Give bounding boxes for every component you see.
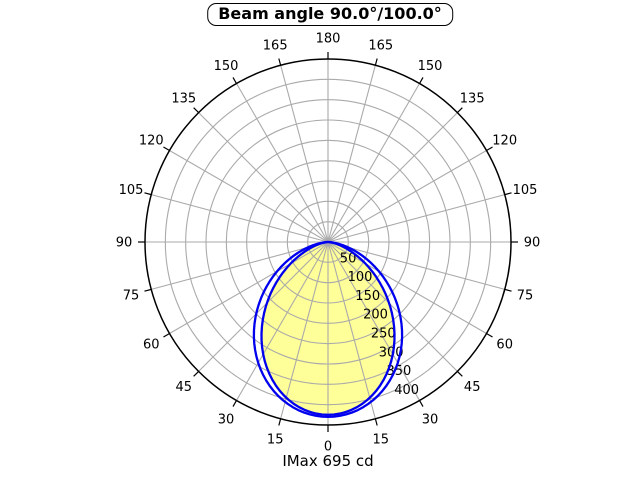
chart-title: Beam angle 90.0°/100.0° — [207, 3, 453, 26]
grid-spoke — [327, 241, 420, 401]
grid-spoke — [327, 112, 458, 243]
angle-tick — [418, 400, 424, 407]
r-label: 50 — [340, 251, 357, 266]
grid-spoke — [327, 241, 505, 290]
grid-spoke — [327, 241, 376, 419]
r-label: 200 — [363, 308, 388, 323]
angle-tick — [163, 146, 170, 152]
grid-spoke — [169, 241, 329, 334]
angle-tick — [504, 288, 512, 292]
grid-spoke — [327, 241, 487, 334]
angle-label: 45 — [464, 380, 481, 395]
angle-label: 60 — [143, 338, 160, 353]
r-label: 100 — [348, 270, 373, 285]
grid-spoke — [198, 112, 329, 243]
beam-curve — [260, 240, 396, 416]
grid-spoke — [236, 83, 329, 243]
r-label: 300 — [379, 345, 404, 360]
angle-tick — [456, 370, 463, 377]
grid-spoke — [327, 83, 420, 243]
grid-spoke — [236, 241, 329, 401]
angle-label: 30 — [218, 412, 235, 427]
imax-caption: IMax 695 cd — [282, 452, 374, 470]
angle-label: 150 — [418, 59, 443, 74]
angle-label: 0 — [324, 440, 332, 455]
grid-spoke — [327, 241, 458, 372]
angle-label: 60 — [496, 338, 513, 353]
grid-spoke — [327, 194, 505, 243]
angle-label: 180 — [316, 32, 341, 47]
angle-tick — [193, 370, 200, 377]
angle-label: 150 — [214, 59, 239, 74]
grid-spoke — [327, 65, 376, 243]
angle-label: 90 — [524, 236, 541, 251]
angle-tick — [144, 192, 152, 196]
angle-label: 90 — [116, 236, 133, 251]
angle-label: 165 — [263, 39, 288, 54]
grid-spoke — [327, 150, 487, 243]
angle-tick — [486, 332, 493, 338]
angle-tick — [232, 400, 238, 407]
angle-tick — [418, 77, 424, 84]
angle-label: 120 — [139, 134, 164, 149]
grid-spoke — [151, 194, 329, 243]
angle-label: 15 — [373, 433, 390, 448]
grid-spoke — [169, 150, 329, 243]
angle-label: 135 — [460, 91, 485, 106]
angle-label: 75 — [123, 288, 140, 303]
r-label: 150 — [355, 289, 380, 304]
angle-label: 105 — [119, 183, 144, 198]
grid-spoke — [151, 241, 329, 290]
angle-tick — [486, 146, 493, 152]
angle-label: 75 — [517, 288, 534, 303]
grid-spoke — [280, 65, 329, 243]
angle-tick — [144, 288, 152, 292]
angle-tick — [278, 418, 282, 426]
angle-label: 165 — [368, 39, 393, 54]
r-label: 250 — [371, 326, 396, 341]
angle-tick — [374, 418, 378, 426]
angle-label: 30 — [422, 412, 439, 427]
r-label: 400 — [394, 383, 419, 398]
angle-tick — [456, 107, 463, 114]
angle-tick — [374, 58, 378, 66]
angle-tick — [163, 332, 170, 338]
angle-tick — [504, 192, 512, 196]
angle-tick — [278, 58, 282, 66]
grid-spoke — [198, 241, 329, 372]
angle-label: 15 — [267, 433, 284, 448]
angle-label: 45 — [176, 380, 193, 395]
angle-tick — [193, 107, 200, 114]
angle-tick — [232, 77, 238, 84]
angle-label: 105 — [513, 183, 538, 198]
beam-curve — [252, 240, 404, 419]
angle-label: 120 — [492, 134, 517, 149]
angle-label: 135 — [171, 91, 196, 106]
grid-spoke — [280, 241, 329, 419]
